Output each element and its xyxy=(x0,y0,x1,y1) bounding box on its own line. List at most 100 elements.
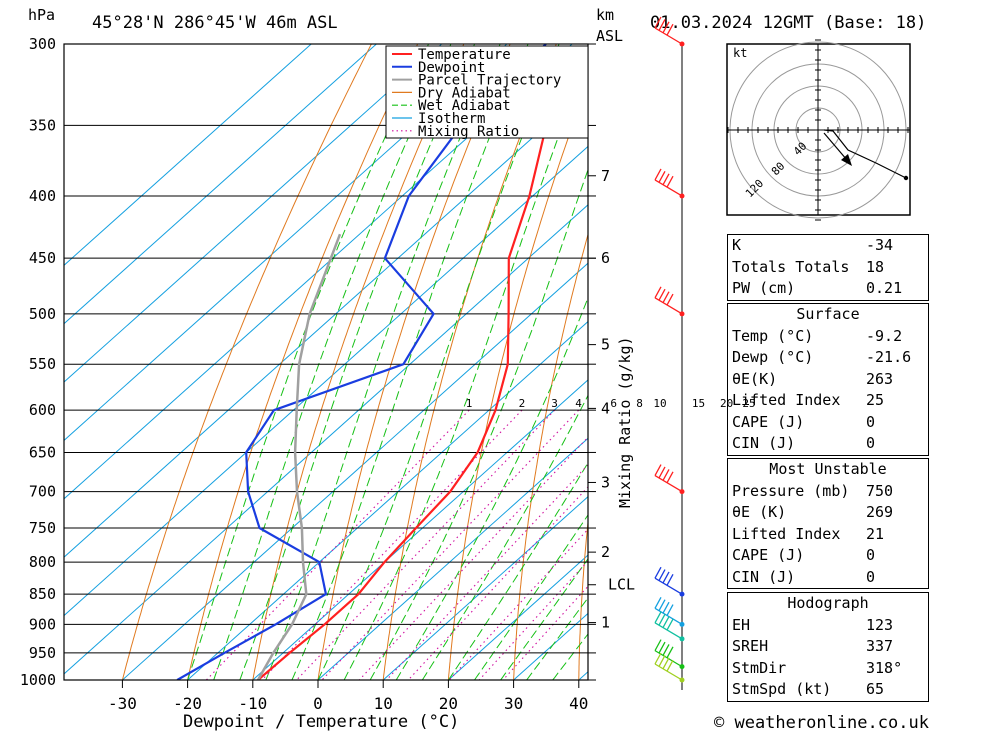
plot-frame xyxy=(63,43,589,681)
asl-label: ASL xyxy=(596,27,623,45)
mixing-ratio-label: 15 xyxy=(692,397,705,410)
temperature-tick-label: 40 xyxy=(569,694,588,713)
wind-barb-feather xyxy=(662,571,670,584)
table-row: θE (K) 269 xyxy=(732,503,894,521)
isotherm-line xyxy=(64,204,588,675)
indices-table: K -34 Totals Totals 18 PW (cm) 0.21 xyxy=(727,234,929,301)
wind-barb-feather xyxy=(658,19,666,31)
legend-item: Dry Adiabat xyxy=(418,85,511,101)
table-row: PW (cm) 0.21 xyxy=(732,279,903,297)
mixing-ratio-label: 20 xyxy=(720,397,733,410)
wind-barb xyxy=(654,464,685,495)
table-row: StmDir 318° xyxy=(732,658,903,677)
wind-barb-feather xyxy=(658,655,666,667)
mixing-ratio-label: 6 xyxy=(610,397,617,410)
table-row: θE(K) 263 xyxy=(732,369,894,388)
mixing-ratio-axis-label: Mixing Ratio (g/kg) xyxy=(616,336,634,508)
wind-barb-feather xyxy=(662,616,670,628)
profile-dewpoint xyxy=(176,44,547,680)
pressure-tick-label: 1000 xyxy=(20,671,56,689)
storm-motion-arrow xyxy=(823,132,848,161)
altitude-label: LCL xyxy=(608,576,635,594)
wind-barb-feather xyxy=(658,641,666,654)
wind-barb-feather xyxy=(654,566,662,579)
altitude-labels: 7 6 5 4 3 2 LCL 1 xyxy=(588,167,635,632)
wind-barb-feather xyxy=(654,611,662,624)
pressure-tick-label: 600 xyxy=(29,401,56,419)
wind-barb-feather xyxy=(658,569,666,581)
altitude-label: 6 xyxy=(601,249,610,267)
isotherm-line xyxy=(448,554,588,680)
wind-barb-feather xyxy=(658,599,666,612)
mixing-ratio-label: 4 xyxy=(575,397,582,410)
wet-adiabat-line xyxy=(317,44,560,680)
pressure-tick-label: 850 xyxy=(29,585,56,603)
mixing-ratio-label: 25 xyxy=(742,397,755,410)
mixing-ratio-label: 10 xyxy=(653,397,666,410)
temperature-tick-label: 0 xyxy=(313,694,323,713)
mixing-ratio-label: 1 xyxy=(466,397,473,410)
temperature-tick-label: -30 xyxy=(108,694,137,713)
pressure-tick-label: 350 xyxy=(29,116,56,134)
isotherm-line xyxy=(317,437,588,680)
location-title: 45°28'N 286°45'W 46m ASL xyxy=(92,13,338,33)
profile-parcel-trajectory xyxy=(256,233,342,680)
wind-barb-feather xyxy=(662,173,670,186)
wind-barb-feather xyxy=(662,644,670,656)
isotherm-line xyxy=(64,44,312,266)
table-row: Totals Totals 18 xyxy=(732,257,885,276)
altitude-label: 7 xyxy=(601,167,610,185)
pressure-tick-label: 550 xyxy=(29,355,56,373)
wind-barb xyxy=(654,286,685,317)
pressure-tick-label: 750 xyxy=(29,519,56,537)
wet-adiabat-line xyxy=(447,461,588,680)
mixing-ratio-label: 3 xyxy=(551,397,558,410)
wind-barb-feather xyxy=(666,175,674,188)
hodograph-point xyxy=(903,175,909,181)
hodograph-unit: kt xyxy=(733,46,747,60)
wind-barb-feather xyxy=(662,601,670,614)
table-row: CIN (J) 0 xyxy=(732,434,876,452)
isotherm-line xyxy=(64,44,442,383)
sounding-profiles xyxy=(176,44,588,680)
datetime-title: 01.03.2024 12GMT (Base: 18) xyxy=(650,13,926,33)
table-row: Dewp (°C) -21.6 xyxy=(732,348,912,366)
mixing-ratio-line xyxy=(502,585,588,680)
wind-barb-feather xyxy=(658,171,666,183)
wet-adiabat-line xyxy=(500,557,588,680)
wind-barb-feather xyxy=(666,618,674,631)
temperature-tick-label: 30 xyxy=(504,694,523,713)
altitude-label: 3 xyxy=(601,473,610,491)
wet-adiabat-line xyxy=(187,44,429,680)
x-axis-label: Dewpoint / Temperature (°C) xyxy=(183,712,459,732)
hpa-label: hPa xyxy=(28,6,55,24)
altitude-label: 5 xyxy=(601,336,610,354)
dry-adiabat-line xyxy=(578,517,588,680)
altitude-label: 2 xyxy=(601,543,610,561)
mixing-ratio-label: 8 xyxy=(636,397,643,410)
legend-item: Temperature xyxy=(418,47,511,63)
altitude-label: 1 xyxy=(601,614,610,632)
mixing-ratio-labels: 1 2 3 4 6 8 10 15 20 25 xyxy=(466,397,756,410)
pressure-tick-label: 650 xyxy=(29,443,56,461)
legend-item: Mixing Ratio xyxy=(418,124,519,140)
dry-adiabat-line xyxy=(941,44,973,680)
table-row: Lifted Index 21 xyxy=(732,524,885,543)
temperature-tick-label: 20 xyxy=(439,694,458,713)
isotherm-line xyxy=(252,379,588,680)
most-unstable-title: Most Unstable xyxy=(769,460,887,478)
copyright: © weatheronline.co.uk xyxy=(714,713,929,733)
wind-barb xyxy=(654,597,685,627)
temperature-tick-labels: -30 -20 -10 0 10 20 30 40 xyxy=(108,680,588,713)
temperature-tick-label: -10 xyxy=(238,694,267,713)
dry-adiabat-line xyxy=(121,44,372,680)
wind-barb-feather xyxy=(662,657,670,670)
mixing-ratio-label: 2 xyxy=(519,397,526,410)
wind-barb-feather xyxy=(666,604,674,616)
wet-adiabat-line xyxy=(291,44,529,680)
isotherm-line xyxy=(64,44,573,500)
pressure-tick-label: 400 xyxy=(29,187,56,205)
surface-title: Surface xyxy=(796,305,860,323)
